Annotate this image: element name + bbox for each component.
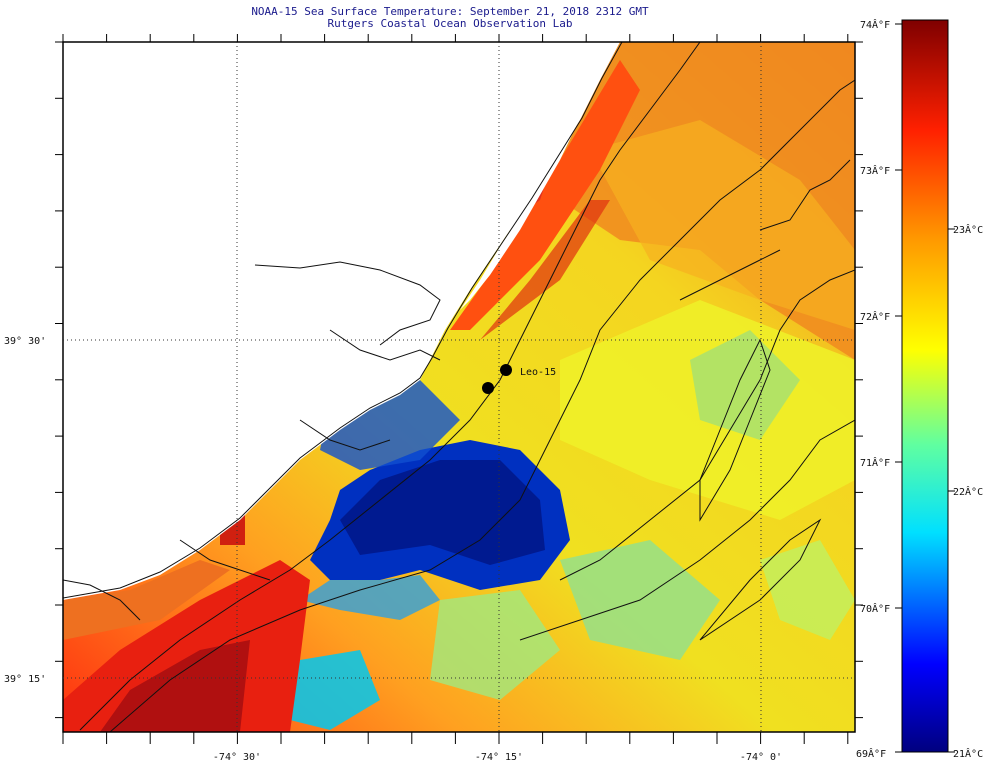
land-mass [63, 42, 620, 600]
y-tick-label: 39° 30' [4, 336, 46, 347]
map-frame [62, 41, 856, 733]
colorbar-label-f: 74Â°F [860, 18, 890, 31]
station-marker [482, 382, 494, 394]
colorbar-label-c: 23Â°C [953, 223, 983, 236]
x-tick-label: -74° 0' [740, 752, 782, 763]
colorbar-label-c: 21Â°C [953, 747, 983, 760]
graticule [63, 42, 855, 732]
colorbar-label-f: 71Â°F [860, 456, 890, 469]
x-tick-label: -74° 30' [213, 752, 261, 763]
colorbar-label-f: 72Â°F [860, 310, 890, 323]
map-subtitle: Rutgers Coastal Ocean Observation Lab [327, 17, 573, 30]
map-title: NOAA-15 Sea Surface Temperature: Septemb… [251, 5, 649, 18]
colorbar [901, 19, 949, 753]
station-marker [500, 364, 512, 376]
colorbar-label-f: 70Â°F [860, 602, 890, 615]
y-tick-label: 39° 15' [4, 674, 46, 685]
axis-ticks [55, 34, 863, 744]
colorbar-label-f: 73Â°F [860, 164, 890, 177]
x-tick-label: -74° 15' [475, 752, 523, 763]
station-label: Leo-15 [520, 367, 556, 378]
colorbar-ticks [895, 23, 955, 753]
colorbar-label-c: 22Â°C [953, 485, 983, 498]
colorbar-label-f: 69Â°F [856, 747, 886, 760]
